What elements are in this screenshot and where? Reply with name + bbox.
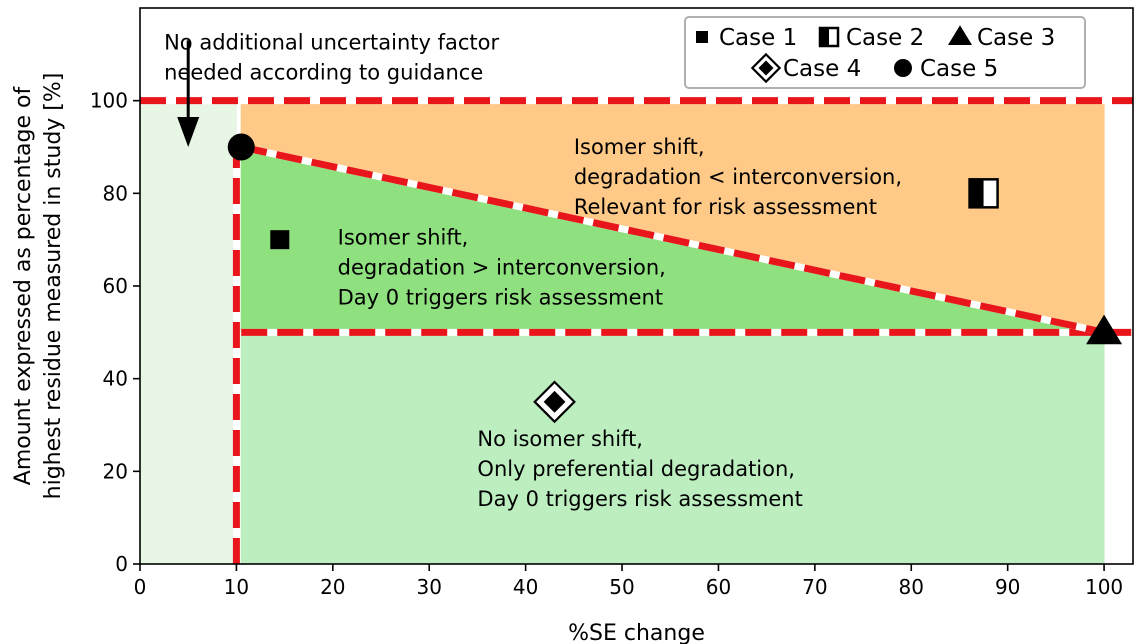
- x-tick-label-80: 80: [899, 575, 924, 599]
- legend-box: [684, 16, 1086, 89]
- y-tick-label-0: 0: [115, 552, 128, 576]
- y-tick-label-40: 40: [103, 367, 128, 391]
- y-axis-label: Amount expressed as percentage of highest…: [11, 73, 66, 500]
- data-points: [227, 133, 1123, 424]
- annotations: No additional uncertainty factor needed a…: [164, 31, 902, 511]
- axes: 0 10 20 30 40 50 60 70 80 90 100 0 20 40 60 80 100 %SE ch…: [11, 73, 1123, 644]
- point-case-4: [533, 380, 576, 424]
- region-no-factor: [139, 100, 237, 565]
- y-tick-label-20: 20: [103, 459, 128, 483]
- x-tick-label-50: 50: [609, 575, 634, 599]
- x-tick-label-0: 0: [134, 575, 147, 599]
- legend-marker-case-4: [750, 52, 782, 84]
- threshold-line-3: [240, 143, 1105, 336]
- arrow-annotation: [177, 40, 200, 147]
- region-light-green: [240, 334, 1105, 565]
- legend-label-case-3: Case 3: [977, 25, 1055, 51]
- x-axis-label: %SE change: [568, 621, 705, 644]
- label-green: Isomer shift, degradation > interconversi…: [338, 225, 666, 309]
- legend-label-case-5: Case 5: [920, 56, 998, 82]
- note-no-factor: No additional uncertainty factor needed a…: [164, 31, 499, 85]
- legend-marker-case-1: [696, 31, 708, 43]
- legend-marker-case-5: [894, 59, 912, 77]
- label-orange: Isomer shift, degradation < interconversi…: [574, 135, 902, 219]
- point-case-2: [968, 178, 999, 209]
- y-tick-label-100: 100: [90, 89, 128, 113]
- legend-label-case-4: Case 4: [783, 56, 861, 82]
- x-tick-label-20: 20: [320, 575, 345, 599]
- x-tick-label-90: 90: [995, 575, 1020, 599]
- y-tick-label-80: 80: [103, 181, 128, 205]
- point-case-1: [270, 230, 290, 250]
- x-tick-label-40: 40: [513, 575, 538, 599]
- x-tick-label-60: 60: [706, 575, 731, 599]
- point-case-3: [1086, 314, 1123, 345]
- legend-marker-case-2: [818, 26, 840, 48]
- legend-label-case-1: Case 1: [719, 25, 797, 51]
- legend: Case 1 Case 2 Case 3 Case 4 Case 5: [684, 16, 1086, 89]
- arrow-head: [177, 117, 200, 147]
- threshold-lines: [140, 97, 1133, 564]
- legend-marker-case-3: [948, 25, 972, 45]
- x-tick-label-100: 100: [1085, 575, 1123, 599]
- x-tick-label-30: 30: [416, 575, 441, 599]
- x-tick-label-10: 10: [224, 575, 249, 599]
- y-tick-label-60: 60: [103, 274, 128, 298]
- x-tick-label-70: 70: [802, 575, 827, 599]
- point-case-5: [227, 133, 255, 161]
- label-light-green: No isomer shift, Only preferential degrad…: [477, 427, 802, 511]
- legend-label-case-2: Case 2: [846, 25, 924, 51]
